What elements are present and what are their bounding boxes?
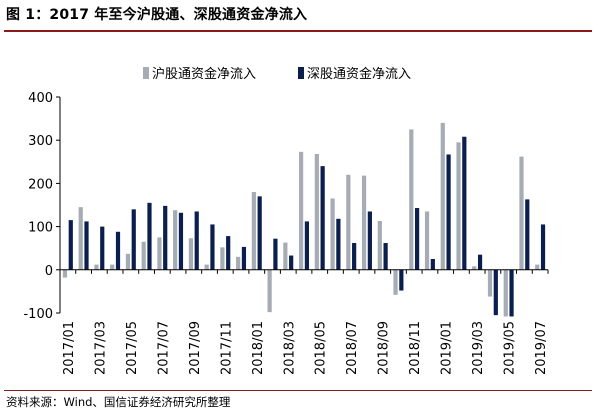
bar-sh-2019-03 — [472, 266, 477, 270]
bar-sz-2018-03 — [289, 255, 294, 270]
bar-sz-2017-01 — [68, 220, 73, 270]
bar-sh-2018-09 — [377, 220, 382, 270]
bar-sz-2018-08 — [367, 211, 372, 270]
legend-label-sh: 沪股通资金净流入 — [152, 66, 256, 82]
bar-sh-2018-07 — [346, 174, 351, 270]
bar-sh-2017-05 — [125, 253, 131, 270]
bar-sz-2019-06 — [525, 199, 530, 270]
bar-sz-2017-10 — [210, 224, 215, 270]
bar-sz-2019-03 — [477, 254, 483, 270]
x-tick-label: 2017/07 — [156, 321, 171, 375]
x-tick-label: 2019/07 — [534, 321, 549, 375]
bar-sh-2018-04 — [299, 151, 304, 270]
y-tick-label: 0 — [45, 264, 53, 279]
bar-sh-2019-02 — [456, 142, 461, 270]
x-tick-label: 2017/05 — [125, 321, 140, 375]
x-tick-label: 2019/05 — [503, 321, 518, 375]
bar-sh-2018-05 — [314, 154, 319, 270]
x-tick-label: 2017/09 — [188, 321, 203, 375]
bar-sh-2017-02 — [78, 207, 83, 270]
bar-sh-2017-04 — [110, 264, 115, 270]
y-tick-label: 100 — [28, 221, 53, 236]
bar-sh-2018-03 — [283, 242, 288, 270]
y-axis-ticks: 400 300 200 100 0 -100 — [23, 91, 60, 322]
legend-label-sz: 深股通资金净流入 — [307, 66, 411, 82]
bar-sz-2017-07 — [163, 205, 168, 270]
x-tick-label: 2019/01 — [440, 321, 455, 375]
bar-sz-2017-06 — [147, 202, 152, 270]
bar-sh-2018-10 — [393, 269, 398, 295]
bar-sh-2018-01 — [251, 192, 256, 270]
bar-sz-2018-09 — [383, 243, 388, 270]
bar-sz-2018-05 — [320, 166, 325, 270]
bar-sh-2018-11 — [409, 129, 414, 270]
x-tick-label: 2018/05 — [314, 321, 329, 375]
bar-sh-2017-10 — [204, 264, 209, 270]
bar-sz-2018-10 — [399, 269, 404, 291]
x-tick-label: 2018/11 — [408, 321, 423, 375]
x-tick-label: 2018/03 — [282, 321, 297, 375]
bar-sh-2017-01 — [62, 269, 68, 278]
x-tick-label: 2017/11 — [219, 321, 234, 375]
bar-sz-2017-08 — [178, 212, 184, 270]
bar-sh-2017-11 — [220, 247, 225, 270]
bar-sh-2018-02 — [267, 269, 272, 313]
bar-sz-2017-04 — [115, 231, 121, 270]
bar-sz-2017-11 — [226, 236, 231, 270]
title-rule — [4, 30, 592, 32]
bar-sh-2017-12 — [236, 256, 241, 270]
bar-sh-2018-12 — [424, 211, 430, 270]
bar-sz-2017-03 — [100, 226, 105, 270]
series-sh-bars — [62, 122, 540, 317]
bar-sz-2018-07 — [352, 243, 357, 270]
x-tick-label: 2017/01 — [62, 321, 77, 375]
bar-sh-2017-07 — [157, 237, 162, 270]
bar-sz-2018-04 — [304, 221, 309, 270]
x-tick-label: 2018/09 — [377, 321, 392, 375]
figure-title: 图 1：2017 年至今沪股通、深股通资金净流入 — [6, 7, 308, 23]
axes — [59, 97, 548, 313]
bar-sz-2019-02 — [462, 136, 467, 270]
source-note: 资料来源：Wind、国信证券经济研究所整理 — [6, 395, 231, 409]
bar-sh-2017-09 — [188, 238, 194, 270]
bar-sh-2019-07 — [535, 264, 540, 270]
x-tick-label: 2018/07 — [345, 321, 360, 375]
bar-sh-2018-06 — [330, 198, 335, 270]
bar-sh-2018-08 — [361, 175, 367, 270]
legend-swatch-sz — [298, 67, 304, 79]
y-tick-label: -100 — [23, 307, 53, 322]
bar-sz-2019-07 — [540, 224, 546, 270]
series-sz-bars — [68, 136, 546, 317]
y-tick-label: 400 — [28, 91, 53, 106]
bar-sz-2017-12 — [241, 246, 247, 270]
source-rule — [4, 390, 592, 391]
bar-sz-2019-04 — [493, 269, 498, 316]
x-tick-label: 2017/03 — [93, 321, 108, 375]
bar-sz-2018-12 — [430, 259, 435, 270]
bar-sz-2018-02 — [273, 238, 278, 270]
legend: 沪股通资金净流入 深股通资金净流入 — [143, 66, 411, 82]
x-tick-label: 2018/01 — [251, 321, 266, 375]
bar-sz-2018-11 — [414, 208, 420, 270]
bar-sz-2019-05 — [509, 269, 514, 317]
bar-sh-2019-01 — [440, 122, 445, 270]
bar-sz-2017-02 — [84, 221, 89, 270]
bar-sh-2017-06 — [141, 241, 146, 270]
bar-sz-2018-06 — [336, 218, 341, 270]
bar-sz-2019-01 — [446, 154, 451, 270]
y-tick-label: 200 — [28, 177, 53, 192]
bar-sh-2017-03 — [94, 264, 99, 270]
legend-swatch-sh — [143, 67, 149, 79]
bar-sz-2017-09 — [194, 211, 199, 270]
bar-sh-2017-08 — [173, 210, 178, 270]
y-tick-label: 300 — [28, 134, 53, 149]
bar-sh-2019-06 — [519, 156, 524, 270]
x-axis-ticks: 2017/01 2017/03 2017/05 2017/07 2017/09 2017/… — [59, 269, 549, 375]
bar-sh-2019-05 — [503, 269, 508, 317]
x-tick-label: 2019/03 — [471, 321, 486, 375]
bar-sz-2018-01 — [257, 196, 262, 270]
bar-sh-2019-04 — [487, 269, 493, 297]
bar-sz-2017-05 — [131, 209, 136, 270]
